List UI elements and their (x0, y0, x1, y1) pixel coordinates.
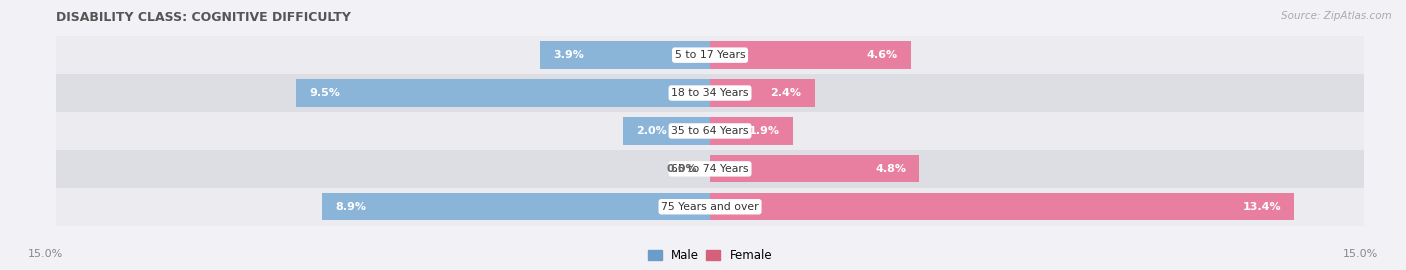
Text: 35 to 64 Years: 35 to 64 Years (671, 126, 749, 136)
Text: Source: ZipAtlas.com: Source: ZipAtlas.com (1281, 11, 1392, 21)
Text: 5 to 17 Years: 5 to 17 Years (675, 50, 745, 60)
Text: 4.6%: 4.6% (866, 50, 897, 60)
Bar (710, 155, 920, 183)
Text: 2.0%: 2.0% (636, 126, 666, 136)
Text: 13.4%: 13.4% (1243, 202, 1281, 212)
Bar (56, 188, 1364, 226)
Text: 15.0%: 15.0% (1343, 249, 1378, 259)
Text: 65 to 74 Years: 65 to 74 Years (671, 164, 749, 174)
Text: 75 Years and over: 75 Years and over (661, 202, 759, 212)
Text: 8.9%: 8.9% (335, 202, 366, 212)
Bar (56, 36, 1364, 74)
Text: 4.8%: 4.8% (875, 164, 905, 174)
Bar (710, 79, 814, 107)
Bar (56, 150, 1364, 188)
Bar (710, 42, 911, 69)
Text: 15.0%: 15.0% (28, 249, 63, 259)
Legend: Male, Female: Male, Female (643, 245, 778, 267)
Text: 2.4%: 2.4% (770, 88, 801, 98)
Text: 0.0%: 0.0% (666, 164, 697, 174)
Bar (710, 193, 1294, 220)
Text: 9.5%: 9.5% (309, 88, 340, 98)
Text: 18 to 34 Years: 18 to 34 Years (671, 88, 749, 98)
Text: 1.9%: 1.9% (749, 126, 780, 136)
Bar (295, 79, 710, 107)
Bar (710, 117, 793, 145)
Bar (322, 193, 710, 220)
Bar (540, 42, 710, 69)
Bar (623, 117, 710, 145)
Text: 3.9%: 3.9% (553, 50, 583, 60)
Bar (56, 74, 1364, 112)
Bar (56, 112, 1364, 150)
Text: DISABILITY CLASS: COGNITIVE DIFFICULTY: DISABILITY CLASS: COGNITIVE DIFFICULTY (56, 11, 352, 24)
